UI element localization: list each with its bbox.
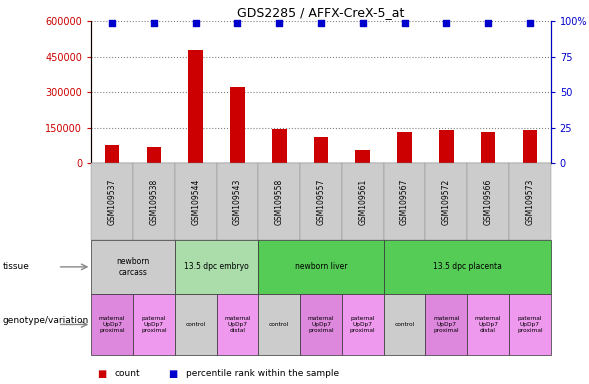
Text: ■: ■ (168, 369, 177, 379)
Point (525, 20, 535, 26)
Point (107, 20, 117, 26)
Text: control: control (395, 322, 415, 327)
Text: GSM109567: GSM109567 (400, 179, 409, 225)
Text: GSM109558: GSM109558 (274, 179, 284, 225)
Text: GSM109572: GSM109572 (442, 179, 451, 225)
Bar (439, 130, 454, 163)
Point (149, 20, 158, 26)
Point (274, 20, 284, 26)
Bar (147, 147, 161, 163)
Text: genotype/variation: genotype/variation (3, 316, 89, 325)
Point (484, 20, 493, 26)
Bar (188, 50, 203, 163)
Text: newborn
carcass: newborn carcass (117, 257, 150, 276)
Text: control: control (186, 322, 206, 327)
Text: GSM109537: GSM109537 (108, 179, 117, 225)
Bar (481, 132, 495, 163)
Text: paternal
UpDp7
proximal: paternal UpDp7 proximal (350, 316, 376, 333)
Text: maternal
UpDp7
proximal: maternal UpDp7 proximal (433, 316, 459, 333)
Bar (105, 146, 120, 163)
Text: GSM109543: GSM109543 (233, 179, 242, 225)
Bar (356, 150, 370, 163)
Text: paternal
UpDp7
proximal: paternal UpDp7 proximal (141, 316, 167, 333)
Text: maternal
UpDp7
proximal: maternal UpDp7 proximal (99, 316, 125, 333)
Point (191, 20, 200, 26)
Point (358, 20, 368, 26)
Text: newborn liver: newborn liver (294, 262, 348, 271)
Bar (230, 88, 245, 163)
Text: GSM109573: GSM109573 (525, 179, 534, 225)
Point (400, 20, 409, 26)
Text: 13.5 dpc embryo: 13.5 dpc embryo (184, 262, 249, 271)
Bar (522, 130, 537, 163)
Text: maternal
UpDp7
distal: maternal UpDp7 distal (224, 316, 251, 333)
Point (233, 20, 242, 26)
Text: count: count (115, 369, 141, 378)
Title: GDS2285 / AFFX-CreX-5_at: GDS2285 / AFFX-CreX-5_at (237, 5, 405, 18)
Text: maternal
UpDp7
proximal: maternal UpDp7 proximal (308, 316, 334, 333)
Text: GSM109561: GSM109561 (358, 179, 368, 225)
Text: maternal
UpDp7
distal: maternal UpDp7 distal (475, 316, 501, 333)
Text: 13.5 dpc placenta: 13.5 dpc placenta (433, 262, 502, 271)
Text: control: control (269, 322, 289, 327)
Point (442, 20, 451, 26)
Point (316, 20, 326, 26)
Text: GSM109566: GSM109566 (484, 179, 492, 225)
Text: paternal
UpDp7
proximal: paternal UpDp7 proximal (517, 316, 542, 333)
Bar (314, 137, 328, 163)
Text: percentile rank within the sample: percentile rank within the sample (186, 369, 339, 378)
Bar (272, 129, 286, 163)
Text: GSM109544: GSM109544 (191, 179, 200, 225)
Bar (397, 132, 412, 163)
Text: tissue: tissue (3, 262, 30, 271)
Text: ■: ■ (97, 369, 107, 379)
Text: GSM109538: GSM109538 (150, 179, 158, 225)
Text: GSM109557: GSM109557 (316, 179, 326, 225)
